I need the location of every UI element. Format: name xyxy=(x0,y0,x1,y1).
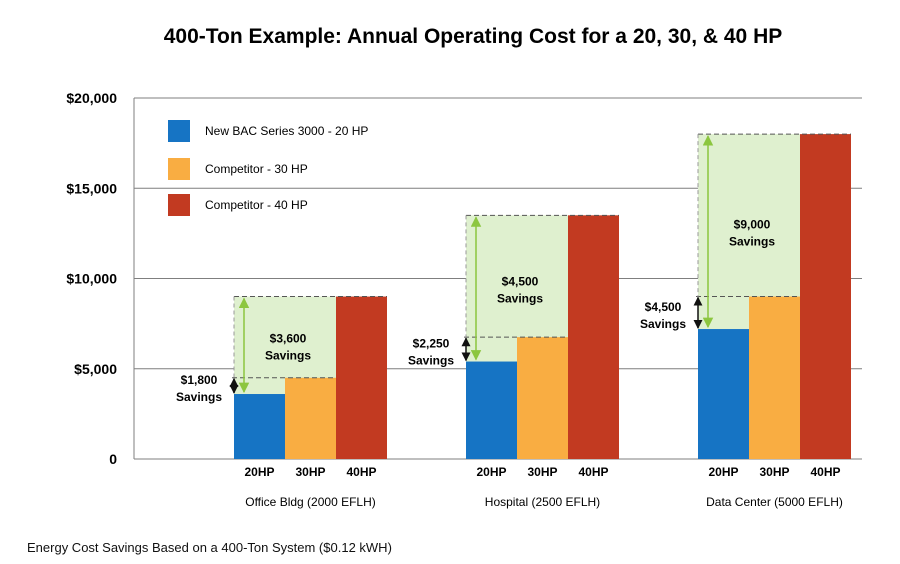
savings-label: $4,500 xyxy=(502,274,539,288)
savings-label: Savings xyxy=(497,291,543,305)
savings-label: $2,250 xyxy=(413,336,450,350)
x-tick-label: 30HP xyxy=(527,465,557,479)
bar-20hp xyxy=(698,329,749,459)
x-tick-label: 20HP xyxy=(244,465,274,479)
bar-20hp xyxy=(234,394,285,459)
savings-label: Savings xyxy=(408,353,454,367)
legend-swatch xyxy=(168,194,190,216)
x-tick-label: 30HP xyxy=(759,465,789,479)
savings-label: Savings xyxy=(640,317,686,331)
savings-label: Savings xyxy=(176,390,222,404)
x-tick-label: 40HP xyxy=(346,465,376,479)
bar-30hp xyxy=(749,296,800,459)
bar-20hp xyxy=(466,361,517,459)
bar-40hp xyxy=(568,215,619,459)
legend-label: Competitor - 40 HP xyxy=(205,198,308,212)
savings-label: Savings xyxy=(729,235,775,249)
x-tick-label: 30HP xyxy=(295,465,325,479)
chart-title: 400-Ton Example: Annual Operating Cost f… xyxy=(164,25,783,48)
x-tick-label: 40HP xyxy=(810,465,840,479)
legend-label: New BAC Series 3000 - 20 HP xyxy=(205,124,368,138)
group-label: Hospital (2500 EFLH) xyxy=(485,495,600,509)
group-label: Office Bldg (2000 EFLH) xyxy=(245,495,376,509)
legend-swatch xyxy=(168,158,190,180)
savings-label: Savings xyxy=(265,348,311,362)
y-tick-label: $5,000 xyxy=(74,361,117,377)
legend-swatch xyxy=(168,120,190,142)
x-tick-label: 20HP xyxy=(476,465,506,479)
bar-40hp xyxy=(336,296,387,459)
legend-label: Competitor - 30 HP xyxy=(205,162,308,176)
footnote: Energy Cost Savings Based on a 400-Ton S… xyxy=(27,540,392,555)
bar-30hp xyxy=(517,337,568,459)
y-tick-label: 0 xyxy=(109,451,117,467)
bar-40hp xyxy=(800,134,851,459)
savings-label: $3,600 xyxy=(270,331,307,345)
savings-label: $1,800 xyxy=(181,373,218,387)
y-tick-label: $20,000 xyxy=(66,90,117,106)
x-tick-label: 40HP xyxy=(578,465,608,479)
x-tick-label: 20HP xyxy=(708,465,738,479)
savings-label: $4,500 xyxy=(645,300,682,314)
savings-label: $9,000 xyxy=(734,218,771,232)
bar-30hp xyxy=(285,377,336,459)
group-label: Data Center (5000 EFLH) xyxy=(706,495,843,509)
y-tick-label: $10,000 xyxy=(66,271,117,287)
y-tick-label: $15,000 xyxy=(66,180,117,196)
